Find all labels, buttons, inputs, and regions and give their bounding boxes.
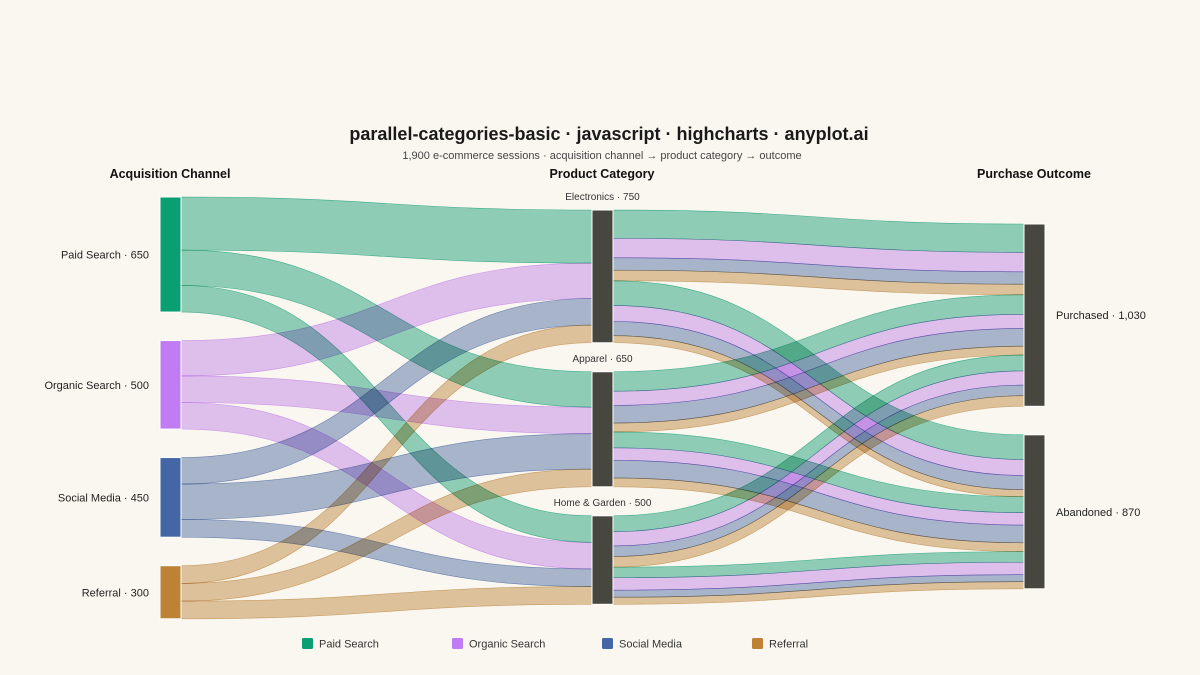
node-referral[interactable] (159, 565, 182, 620)
node-label-social-media: Social Media · 450 (58, 492, 149, 504)
legend-swatch-paid-search (302, 638, 313, 649)
dimension-label-category: Product Category (550, 167, 655, 181)
legend-item-social-media[interactable]: Social Media (602, 638, 683, 651)
node-apparel[interactable] (591, 371, 614, 488)
chart-subtitle: 1,900 e-commerce sessions · acquisition … (402, 150, 801, 162)
chart-title: parallel-categories-basic · javascript ·… (349, 124, 868, 144)
node-electronics[interactable] (591, 209, 614, 344)
legend-item-organic-search[interactable]: Organic Search (452, 638, 545, 651)
node-purchased[interactable] (1023, 223, 1046, 407)
node-social-media[interactable] (159, 457, 182, 538)
legend-label-social-media: Social Media (619, 639, 683, 651)
node-label-apparel: Apparel · 650 (572, 354, 632, 365)
legend-swatch-referral (752, 638, 763, 649)
legend-label-organic-search: Organic Search (469, 639, 545, 651)
node-label-referral: Referral · 300 (82, 587, 149, 599)
legend: Paid Search Organic Search Social Media Ref… (302, 638, 808, 651)
node-home-and-garden[interactable] (591, 515, 614, 605)
node-label-purchased: Purchased · 1,030 (1056, 310, 1146, 322)
legend-swatch-social-media (602, 638, 613, 649)
flow-paid-search-to-electronics (180, 196, 593, 264)
dimension-label-channel: Acquisition Channel (110, 167, 231, 181)
legend-swatch-organic-search (452, 638, 463, 649)
legend-label-referral: Referral (769, 639, 808, 651)
legend-label-paid-search: Paid Search (319, 639, 379, 651)
legend-item-paid-search[interactable]: Paid Search (302, 638, 379, 651)
node-label-layer: Paid Search · 650 Organic Search · 500 Soc… (44, 192, 1145, 599)
node-layer (159, 196, 1046, 620)
node-abandoned[interactable] (1023, 434, 1046, 590)
node-label-home-and-garden: Home & Garden · 500 (554, 498, 652, 509)
dimension-label-outcome: Purchase Outcome (977, 167, 1091, 181)
flow-layer (180, 196, 1025, 620)
legend-item-referral[interactable]: Referral (752, 638, 808, 651)
node-label-electronics: Electronics · 750 (565, 192, 640, 203)
node-label-paid-search: Paid Search · 650 (61, 250, 149, 262)
node-organic-search[interactable] (159, 340, 182, 430)
node-paid-search[interactable] (159, 196, 182, 313)
node-label-organic-search: Organic Search · 500 (44, 380, 149, 392)
node-label-abandoned: Abandoned · 870 (1056, 507, 1140, 519)
